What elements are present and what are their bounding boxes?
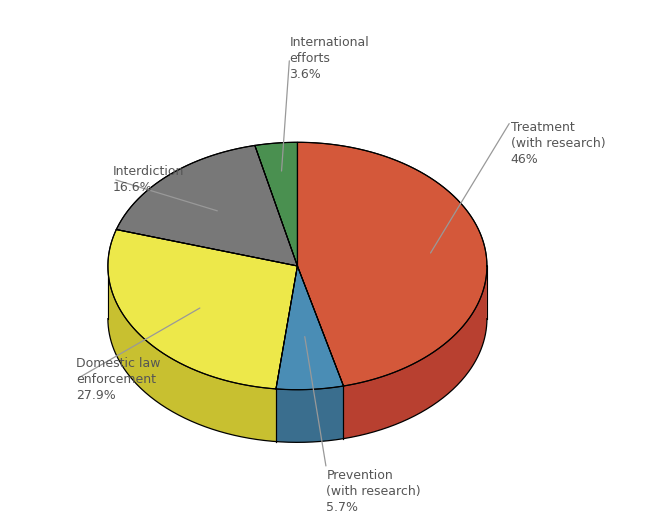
Polygon shape	[297, 142, 487, 386]
Polygon shape	[343, 267, 487, 439]
Text: Prevention
(with research)
5.7%: Prevention (with research) 5.7%	[326, 469, 421, 514]
Polygon shape	[276, 266, 343, 390]
Text: International
efforts
3.6%: International efforts 3.6%	[290, 36, 369, 80]
Polygon shape	[108, 266, 276, 442]
Polygon shape	[108, 229, 297, 389]
Text: Domestic law
enforcement
27.9%: Domestic law enforcement 27.9%	[76, 356, 161, 402]
Polygon shape	[116, 145, 297, 266]
Polygon shape	[255, 142, 297, 266]
Text: Treatment
(with research)
46%: Treatment (with research) 46%	[511, 121, 605, 166]
Text: Interdiction
16.6%: Interdiction 16.6%	[113, 164, 184, 194]
Polygon shape	[276, 386, 343, 443]
